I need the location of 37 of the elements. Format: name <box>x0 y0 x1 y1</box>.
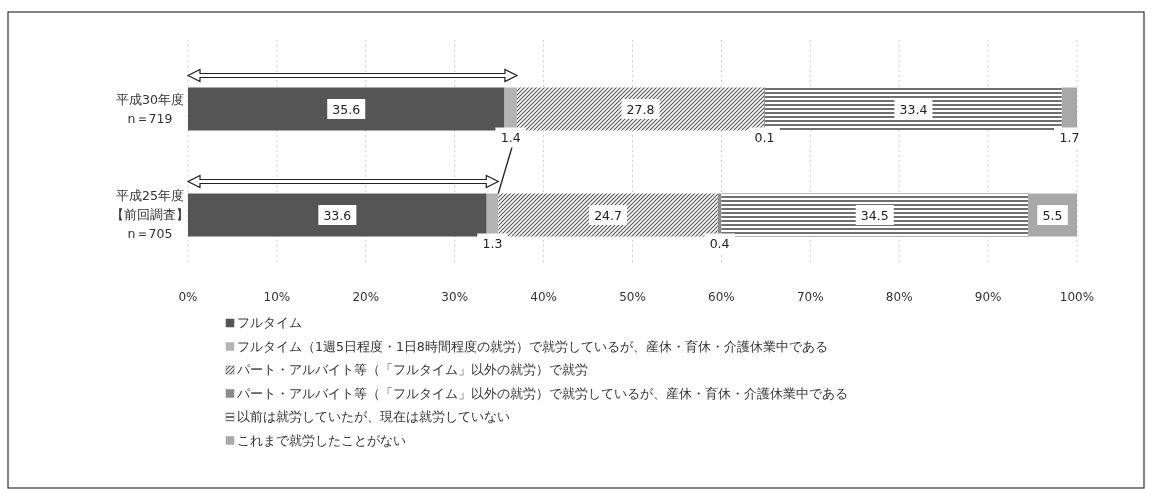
x-tick-label: 50% <box>619 290 646 304</box>
x-tick-label: 80% <box>885 290 913 304</box>
x-tick-label: 40% <box>530 290 557 304</box>
x-tick-label: 90% <box>974 290 1002 304</box>
bar <box>188 87 505 131</box>
data-label: 33.4 <box>899 101 928 117</box>
data-label: 5.5 <box>1042 207 1063 223</box>
legend-label: フルタイム（1週5日程度・1日8時間程度の就労）で就労しているが、産休・育休・介護休業中である <box>237 338 828 354</box>
bar <box>764 87 1062 131</box>
data-label: 24.7 <box>594 207 622 223</box>
legend-label: フルタイム <box>237 315 302 330</box>
legend-label: これまで就労したことがない <box>237 432 406 448</box>
data-label: 35.6 <box>332 101 361 117</box>
x-tick-label: 10% <box>263 290 291 304</box>
data-label: 1.7 <box>1059 130 1080 145</box>
data-label: 0.4 <box>709 236 730 251</box>
legend-label: パート・アルバイト等（「フルタイム」以外の就労）で就労 <box>236 362 588 377</box>
bar <box>721 193 1029 237</box>
x-tick-label: 100% <box>1059 290 1095 304</box>
x-tick-label: 20% <box>352 290 380 304</box>
x-tick-label: 30% <box>441 290 469 304</box>
data-label: 33.6 <box>323 207 352 223</box>
bar <box>188 193 487 237</box>
y-tick-label: 平成30年度 n＝719 <box>116 91 184 126</box>
legend-label: パート・アルバイト等（「フルタイム」以外の就労）で就労しているが、産休・育休・介護休業中である <box>236 385 848 401</box>
bar <box>516 87 765 131</box>
x-tick-label: 0% <box>178 290 198 304</box>
legend-label: 以前は就労していたが、現在は就労していない <box>237 409 510 424</box>
data-label: 27.8 <box>626 101 655 117</box>
data-label: 34.5 <box>860 207 889 223</box>
bar <box>498 193 718 237</box>
data-label: 0.1 <box>754 130 775 145</box>
y-tick-label: 平成25年度【前回調査】 n＝705 <box>111 188 189 241</box>
x-tick-label: 60% <box>708 290 735 304</box>
x-tick-label: 70% <box>796 290 824 304</box>
data-label: 1.4 <box>500 130 521 145</box>
data-label: 1.3 <box>482 236 503 251</box>
